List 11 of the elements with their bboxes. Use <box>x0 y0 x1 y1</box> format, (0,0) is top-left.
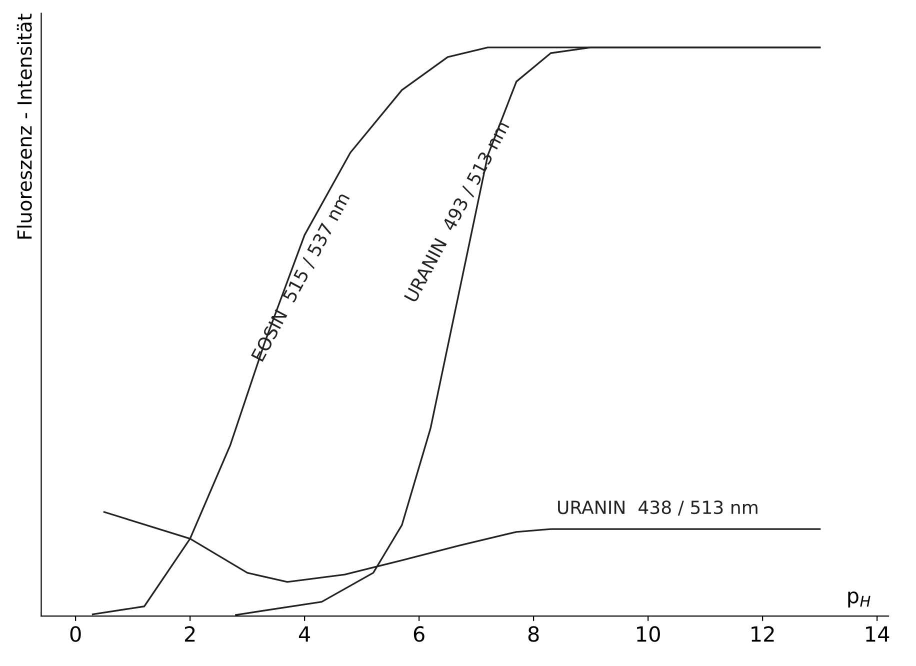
x-tick-label: 2 <box>184 626 195 642</box>
x-tick-label: 6 <box>414 626 424 642</box>
y-axis-title: Fluoreszenz - Intensität <box>16 14 32 239</box>
x-tick-label: 8 <box>528 626 539 642</box>
x-tick-label: 0 <box>70 626 81 642</box>
x-tick-label: 4 <box>298 626 310 642</box>
x-tick-label: 10 <box>637 626 660 642</box>
x-tick-label: 14 <box>866 626 890 642</box>
x-axis-title: p$_{H}$ <box>848 591 870 608</box>
x-tick-label: 12 <box>752 626 774 642</box>
series-label: URANIN 438 / 513 nm <box>558 500 758 516</box>
